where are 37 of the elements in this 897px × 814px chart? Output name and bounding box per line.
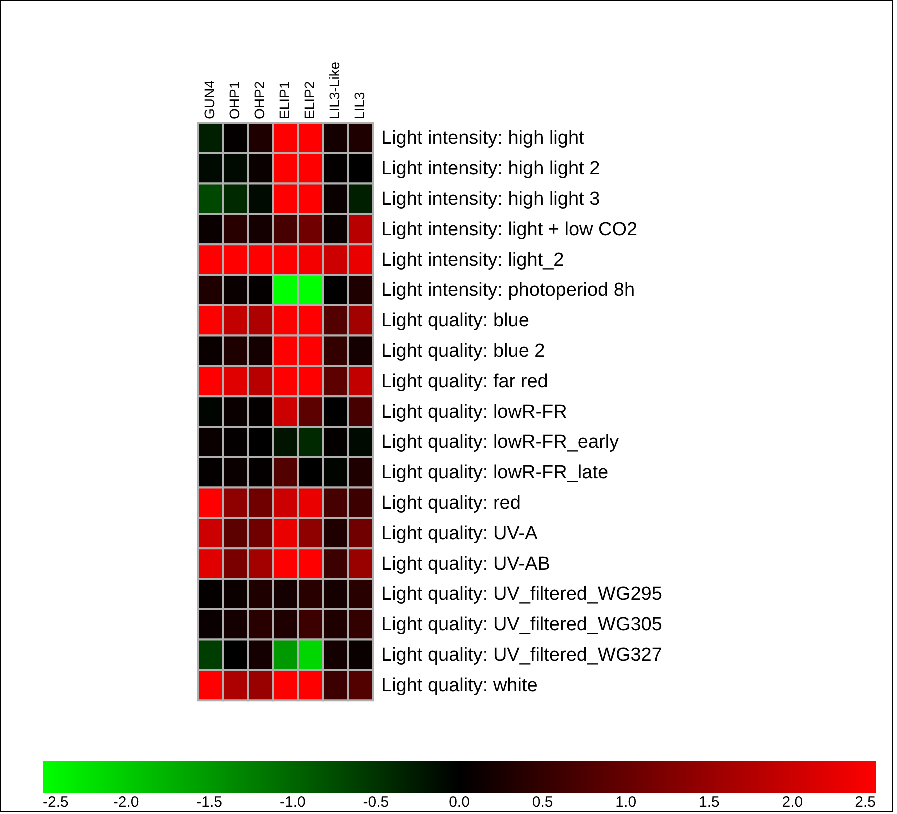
x-tick-label: LIL3: [352, 92, 368, 120]
x-tick-label: GUN4: [202, 80, 218, 120]
y-tick-label: Light quality: blue: [382, 310, 530, 332]
color-bar-label: -0.5: [363, 794, 390, 811]
color-bar-label: 1.5: [698, 794, 720, 811]
y-tick-label: Light quality: UV-AB: [382, 554, 550, 575]
y-tick-label: Light quality: UV_filtered_WG295: [382, 584, 662, 606]
color-bar-label: 1.0: [616, 794, 637, 811]
x-tick-label: OHP2: [252, 81, 268, 120]
y-tick-label: Light quality: UV-A: [382, 523, 538, 544]
x-tick-label: LIL3-Like: [326, 62, 342, 120]
x-tick-label: OHP1: [226, 81, 242, 120]
color-bar-label: 2.0: [782, 794, 804, 811]
y-tick-label: Light intensity: photoperiod 8h: [382, 280, 636, 302]
y-tick-label: Light quality: lowR-FR_late: [382, 462, 609, 484]
color-bar-label: -1.0: [280, 794, 306, 811]
y-tick-label: Light intensity: high light 2: [382, 158, 600, 180]
color-bar-label: -2.5: [43, 794, 69, 811]
color-bar-label: -1.5: [196, 794, 223, 811]
x-tick-label: ELIP2: [302, 81, 318, 120]
y-tick-label: Light quality: blue 2: [382, 341, 546, 362]
color-bar-label: 0.5: [532, 794, 554, 811]
y-tick-label: Light quality: red: [382, 493, 521, 514]
y-tick-label: Light quality: lowR-FR: [382, 402, 568, 423]
y-tick-label: Light intensity: light_2: [382, 250, 564, 271]
color-bar-label: -2.0: [113, 794, 140, 811]
x-tick-label: ELIP1: [276, 81, 292, 120]
y-tick-label: Light intensity: high light 3: [382, 189, 600, 210]
y-tick-label: Light quality: UV_filtered_WG327: [382, 645, 662, 666]
y-tick-label: Light quality: white: [382, 675, 538, 696]
y-tick-label: Light intensity: high light: [382, 128, 586, 150]
color-bar-label: 2.5: [855, 794, 876, 811]
y-tick-label: Light intensity: light + low CO2: [382, 219, 638, 240]
y-tick-label: Light quality: far red: [382, 371, 548, 392]
y-tick-label: Light quality: lowR-FR_early: [382, 432, 620, 454]
y-tick-label: Light quality: UV_filtered_WG305: [382, 614, 662, 636]
color-bar-label: 0.0: [449, 794, 470, 811]
